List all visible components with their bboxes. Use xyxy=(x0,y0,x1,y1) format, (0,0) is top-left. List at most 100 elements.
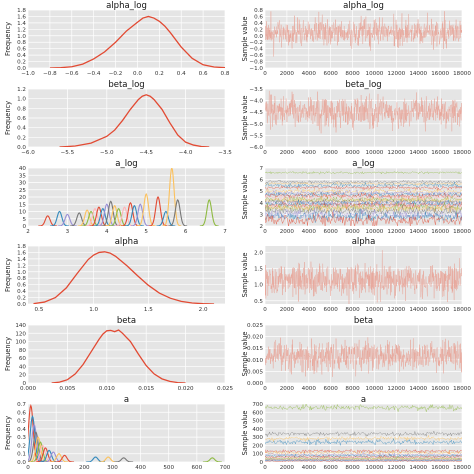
x-tick-label: 700 xyxy=(220,465,231,471)
y-tick-label: 0.4 xyxy=(17,53,26,59)
y-tick-label: 0.6 xyxy=(17,410,26,416)
x-tick-label: 16000 xyxy=(431,150,449,156)
x-tick-label: 0 xyxy=(263,307,267,313)
y-axis-label: Sample value xyxy=(241,411,249,456)
x-tick-label: 14000 xyxy=(409,307,427,313)
plot-area xyxy=(265,10,462,68)
x-tick-label: 6000 xyxy=(324,229,339,235)
y-tick-label: 0.2 xyxy=(17,60,26,66)
x-tick-label: −5.0 xyxy=(100,150,114,156)
y-tick-label: 7 xyxy=(259,166,263,172)
y-tick-label: −0.8 xyxy=(249,60,263,66)
x-tick-label: 10000 xyxy=(366,71,384,77)
trace-line xyxy=(265,454,462,460)
y-tick-label: 0.0 xyxy=(17,460,26,466)
x-tick-label: 18000 xyxy=(453,229,471,235)
trace-line xyxy=(265,337,462,377)
density-line xyxy=(55,454,75,462)
trace-line xyxy=(265,459,462,462)
y-tick-label: 1.0 xyxy=(254,283,263,289)
y-tick-label: 0 xyxy=(22,381,26,387)
x-tick-label: −0.6 xyxy=(65,71,79,77)
x-tick-label: 6000 xyxy=(324,71,339,77)
y-tick-label: 40 xyxy=(19,166,27,172)
trace-line xyxy=(265,430,462,438)
x-tick-label: 100 xyxy=(51,465,62,471)
x-tick-label: 16000 xyxy=(431,229,449,235)
x-tick-label: 0.4 xyxy=(177,71,186,77)
x-tick-label: 8000 xyxy=(345,229,360,235)
y-tick-label: 0.0 xyxy=(254,34,263,40)
trace-line xyxy=(265,202,462,214)
x-tick-label: 10000 xyxy=(366,465,384,471)
x-tick-label: 6000 xyxy=(324,307,339,313)
x-tick-label: 2000 xyxy=(280,307,295,313)
x-tick-label: 10000 xyxy=(366,307,384,313)
y-tick-label: 0.8 xyxy=(254,8,263,14)
y-tick-label: 1.0 xyxy=(17,34,26,40)
x-tick-label: 18000 xyxy=(453,150,471,156)
x-tick-label: 0 xyxy=(263,229,267,235)
y-tick-label: 0.1 xyxy=(17,452,26,458)
y-tick-label: 1.2 xyxy=(17,87,26,93)
subplot-title: alpha_log xyxy=(343,1,384,11)
y-tick-label: 0.0 xyxy=(17,145,26,151)
y-tick-label: 1.8 xyxy=(17,8,26,14)
y-tick-label: 1.4 xyxy=(17,257,26,263)
x-tick-label: −4.5 xyxy=(139,150,153,156)
x-tick-label: 18000 xyxy=(453,307,471,313)
y-axis-label: Sample value xyxy=(241,253,249,298)
x-tick-label: 8000 xyxy=(345,465,360,471)
subplot-a-trace: 0 2000 4000 6000 8000 10000 12000 14000 16000 180… xyxy=(241,395,471,471)
x-tick-label: 2000 xyxy=(280,150,295,156)
x-tick-label: 0.8 xyxy=(221,71,230,77)
x-tick-label: 8000 xyxy=(345,71,360,77)
y-tick-label: 80 xyxy=(19,348,27,354)
x-tick-label: 4000 xyxy=(302,386,317,392)
y-tick-label: 100 xyxy=(252,452,263,458)
data-layer xyxy=(265,11,462,57)
y-tick-label: 1.5 xyxy=(254,267,263,273)
y-axis-label: Frequency xyxy=(4,101,12,135)
trace-line xyxy=(265,90,462,134)
y-tick-label: 2.0 xyxy=(254,250,263,256)
x-tick-label: 2000 xyxy=(280,71,295,77)
y-tick-label: 1.2 xyxy=(17,27,26,33)
trace-line xyxy=(265,181,462,189)
x-tick-label: 4000 xyxy=(302,229,317,235)
y-tick-label: 0.025 xyxy=(247,323,263,329)
y-tick-label: 0.4 xyxy=(17,427,26,433)
x-tick-label: 12000 xyxy=(387,465,405,471)
y-tick-label: 1.8 xyxy=(17,244,26,250)
subplot-title: a xyxy=(361,395,366,405)
data-layer xyxy=(38,168,219,226)
x-tick-label: 10000 xyxy=(366,150,384,156)
trace-line xyxy=(265,187,462,196)
y-tick-label: 1.2 xyxy=(17,263,26,269)
subplot-alpha-log-trace: 0 2000 4000 6000 8000 10000 12000 14000 16000 180… xyxy=(241,1,471,77)
y-tick-label: −5.0 xyxy=(249,122,263,128)
trace-line xyxy=(265,250,462,304)
data-layer xyxy=(51,329,186,383)
y-tick-label: 0.005 xyxy=(247,369,263,375)
density-line xyxy=(101,200,121,226)
y-tick-label: 0.2 xyxy=(17,296,26,302)
data-layer xyxy=(265,337,462,377)
y-axis-label: Sample value xyxy=(241,17,249,62)
trace-line xyxy=(265,205,462,218)
x-tick-label: 400 xyxy=(135,465,146,471)
x-tick-label: 6000 xyxy=(324,465,339,471)
y-tick-label: 600 xyxy=(252,410,263,416)
subplot-title: alpha xyxy=(352,237,376,247)
y-tick-label: −0.2 xyxy=(249,40,263,46)
y-tick-label: 0.0 xyxy=(17,66,26,72)
trace-line xyxy=(265,11,462,57)
trace-line xyxy=(265,207,462,223)
x-tick-label: 3 xyxy=(66,229,70,235)
y-tick-label: −0.4 xyxy=(249,47,263,53)
x-tick-label: −0.8 xyxy=(43,71,57,77)
y-tick-label: 0.6 xyxy=(17,283,26,289)
x-tick-label: 0.000 xyxy=(20,386,36,392)
y-axis-label: Sample value xyxy=(241,332,249,377)
